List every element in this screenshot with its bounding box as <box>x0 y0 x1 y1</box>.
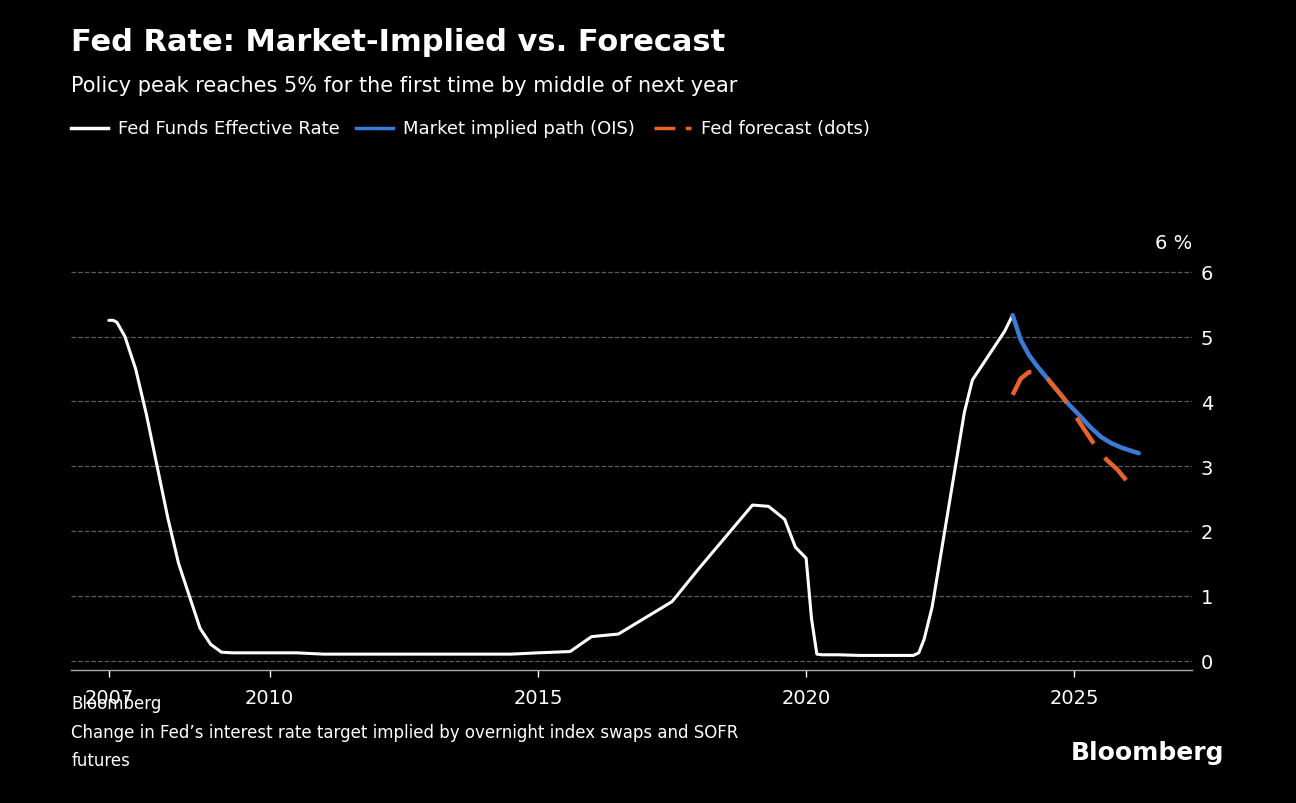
Text: Policy peak reaches 5% for the first time by middle of next year: Policy peak reaches 5% for the first tim… <box>71 76 737 96</box>
Text: Fed forecast (dots): Fed forecast (dots) <box>701 120 870 137</box>
Text: Fed Funds Effective Rate: Fed Funds Effective Rate <box>118 120 340 137</box>
Text: futures: futures <box>71 751 130 768</box>
Text: Change in Fed’s interest rate target implied by overnight index swaps and SOFR: Change in Fed’s interest rate target imp… <box>71 723 739 740</box>
Text: Bloomberg: Bloomberg <box>71 695 162 712</box>
Text: 6 %: 6 % <box>1155 234 1192 253</box>
Text: Bloomberg: Bloomberg <box>1072 740 1225 764</box>
Text: Fed Rate: Market-Implied vs. Forecast: Fed Rate: Market-Implied vs. Forecast <box>71 28 726 57</box>
Text: Market implied path (OIS): Market implied path (OIS) <box>403 120 635 137</box>
